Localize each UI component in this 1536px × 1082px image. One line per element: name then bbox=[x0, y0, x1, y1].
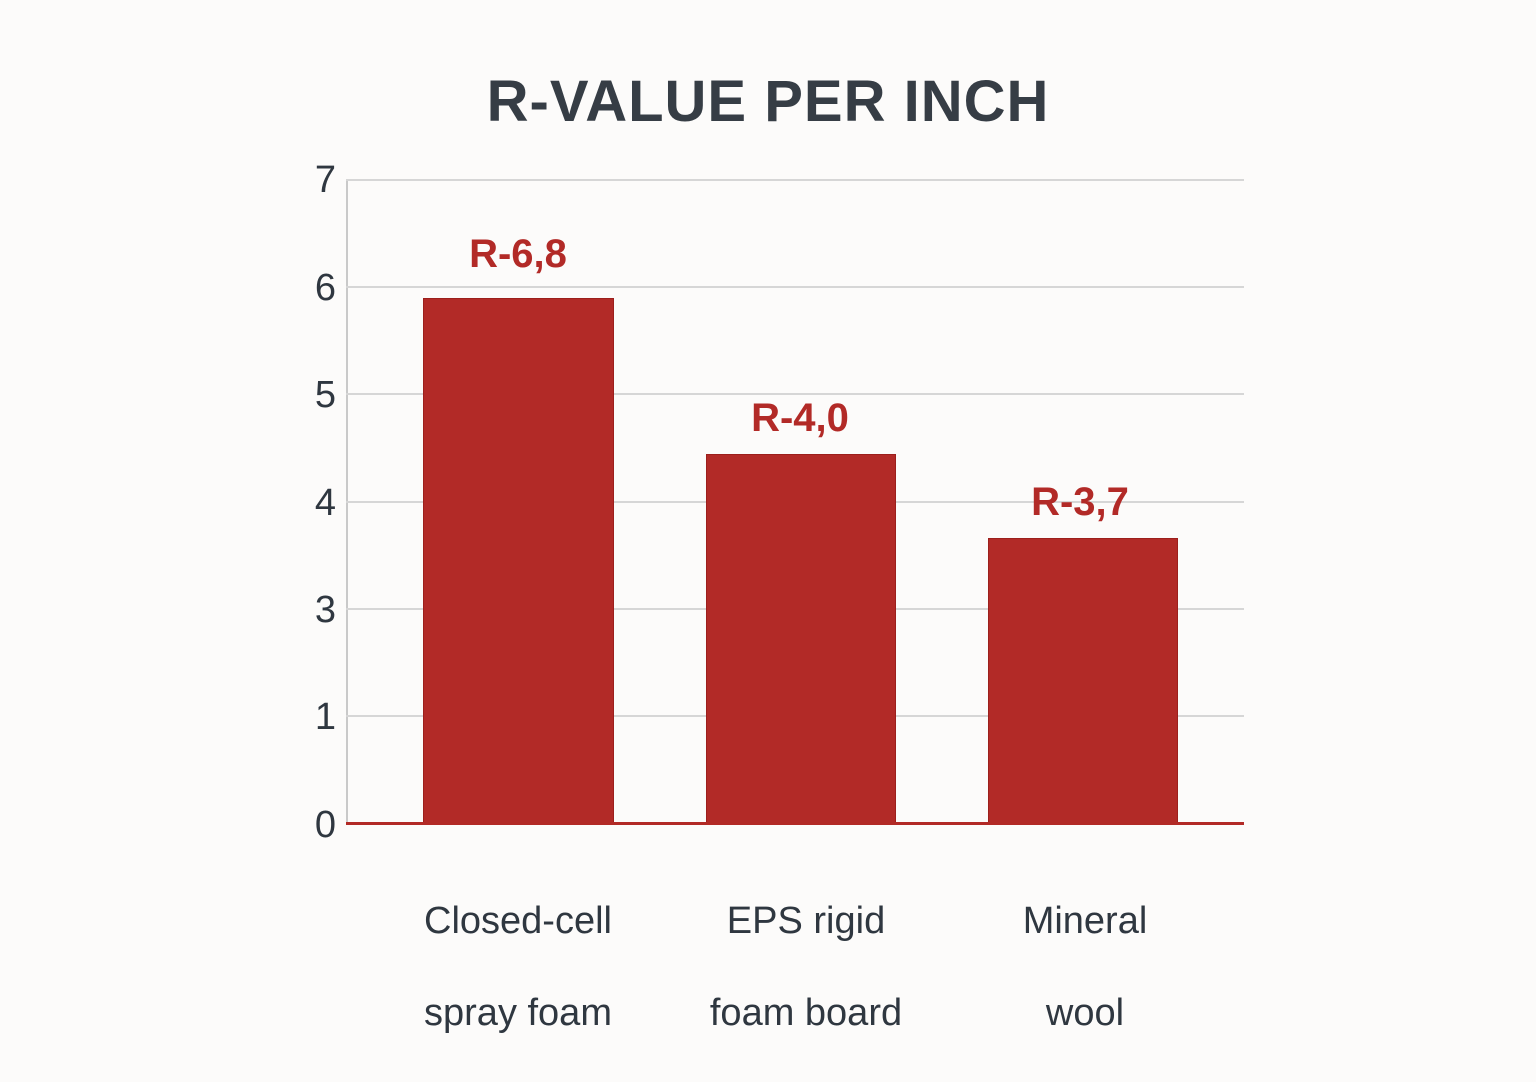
bar-value-label: R-4,0 bbox=[751, 396, 849, 440]
y-tick-7: 7 bbox=[314, 159, 336, 201]
bar-value-label: R-6,8 bbox=[469, 232, 567, 276]
plot-area bbox=[346, 179, 1244, 825]
y-tick-0: 0 bbox=[314, 804, 336, 846]
category-label-line1: Closed-cell bbox=[424, 900, 612, 942]
category-label-line2: spray foam bbox=[424, 992, 612, 1034]
y-tick-1: 1 bbox=[314, 696, 336, 738]
bar-mineral-wool bbox=[988, 538, 1178, 824]
chart-title: R-VALUE PER INCH bbox=[486, 69, 1050, 134]
category-label: Closed-cell spray foam bbox=[368, 852, 668, 1082]
gridline-6 bbox=[346, 286, 1244, 288]
category-label-line2: wool bbox=[1045, 992, 1125, 1034]
y-tick-4: 4 bbox=[314, 482, 336, 524]
gridline-7 bbox=[346, 179, 1244, 181]
category-label: Mineral wool bbox=[935, 852, 1235, 1082]
gridline-5 bbox=[346, 393, 1244, 395]
category-label-line2: foam board bbox=[709, 992, 903, 1034]
bar-closed-cell-spray-foam bbox=[423, 298, 614, 824]
y-tick-3: 3 bbox=[314, 589, 336, 631]
bar-eps-rigid-foam-board bbox=[706, 454, 896, 824]
category-label: EPS rigid foam board bbox=[656, 852, 956, 1082]
y-tick-5: 5 bbox=[314, 374, 336, 416]
category-label-line1: EPS rigid bbox=[726, 900, 886, 942]
category-label-line1: Mineral bbox=[1022, 900, 1148, 942]
x-axis-baseline bbox=[346, 822, 1244, 825]
y-tick-6: 6 bbox=[314, 267, 336, 309]
bar-value-label: R-3,7 bbox=[1031, 480, 1129, 524]
